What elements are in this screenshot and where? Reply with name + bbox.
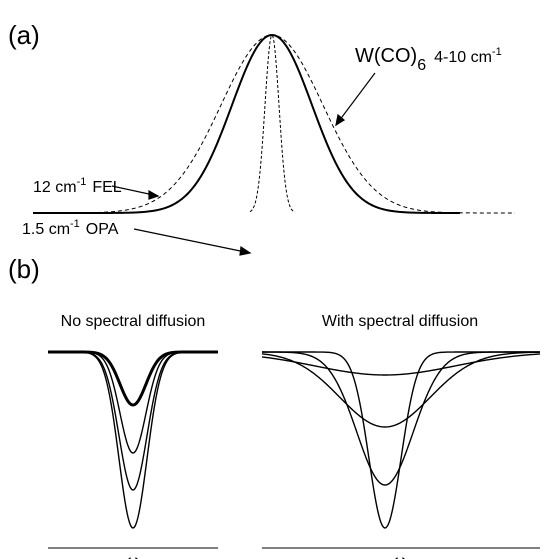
sub: 6 [417,57,426,74]
curve [48,351,218,491]
panel-label: (a) [8,20,40,50]
curve [48,351,218,529]
sup: -1 [77,176,87,188]
axis-label: ω [394,553,407,559]
name: W(CO) [355,45,417,67]
curve [48,351,218,454]
opa-width: 1.5 cm-1 OPA [22,218,119,238]
panel-title: No spectral diffusion [61,313,206,330]
sup: -1 [70,218,80,230]
curve [262,351,540,529]
value: 4-10 cm [434,49,492,66]
sup: -1 [492,46,502,58]
curve [48,350,218,407]
curves [33,33,541,529]
curve [33,33,460,214]
curve [89,34,515,214]
name: OPA [86,221,119,238]
arrows [111,72,376,256]
sample-label: W(CO)6 4-10 cm-1 [355,45,502,74]
curve [249,33,296,213]
panel-label: (b) [8,254,40,284]
name: FEL [92,179,121,196]
value: 1.5 cm [22,221,70,238]
value: 12 cm [33,179,77,196]
curve [261,351,541,428]
curve [261,353,541,376]
curve [262,351,540,486]
panel-title: With spectral diffusion [322,313,478,330]
fel-width: 12 cm-1 FEL [33,176,122,196]
axis-label: ω [127,553,140,559]
